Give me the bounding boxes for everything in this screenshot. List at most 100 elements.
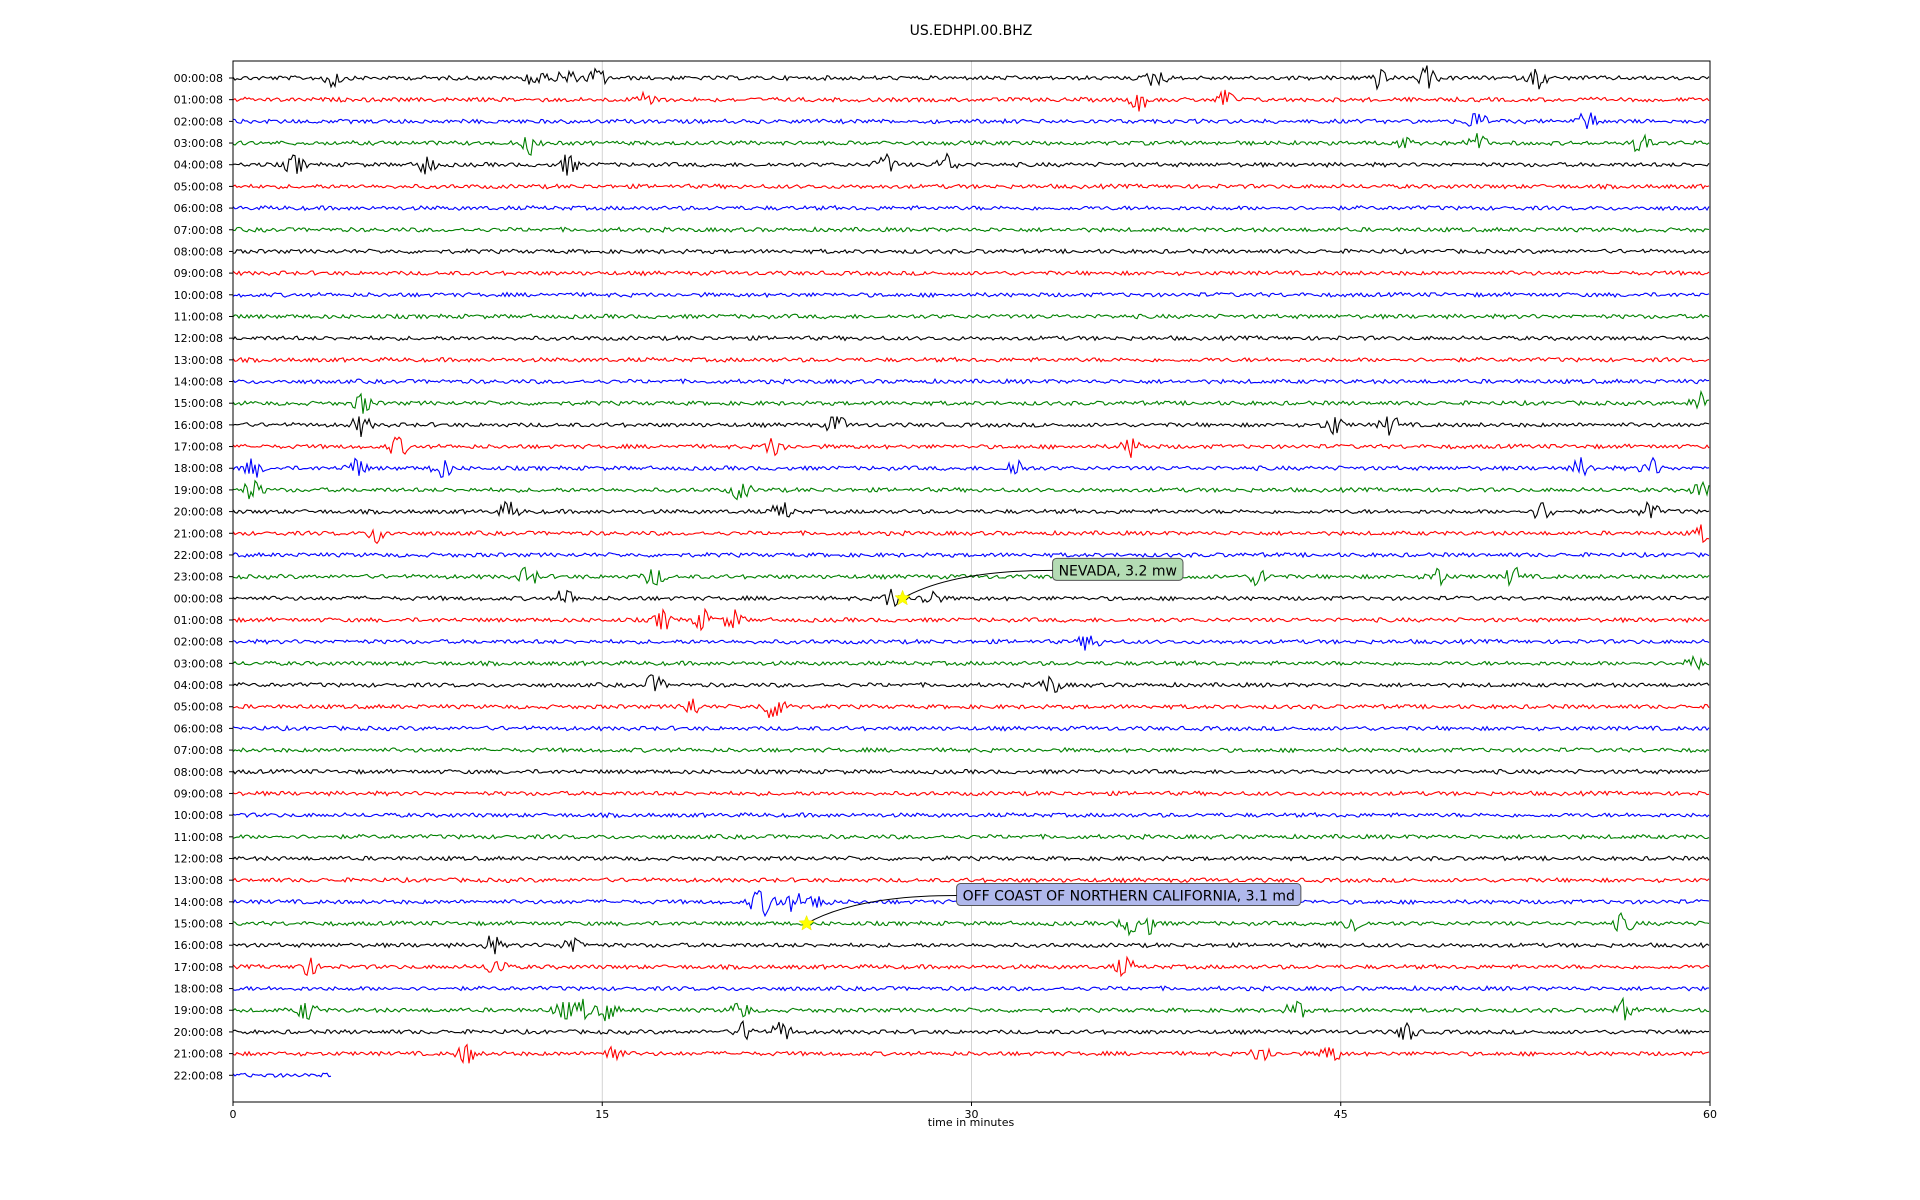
row-label: 23:00:08 [174,571,223,584]
row-label: 11:00:08 [174,831,223,844]
row-label: 18:00:08 [174,462,223,475]
trace-40 [232,911,1710,937]
row-label: 07:00:08 [174,744,223,757]
trace-41 [232,935,1710,955]
trace-38 [232,876,1710,884]
row-label: 13:00:08 [174,354,223,367]
trace-11 [232,291,1710,299]
row-label: 01:00:08 [174,614,223,627]
trace-6 [232,183,1710,190]
x-tick-label: 0 [230,1108,237,1121]
row-label: 06:00:08 [174,722,223,735]
row-label: 08:00:08 [174,766,223,779]
row-label: 00:00:08 [174,592,223,605]
row-label: 10:00:08 [174,809,223,822]
trace-23 [232,551,1710,559]
row-label: 10:00:08 [174,289,223,302]
row-label: 22:00:08 [174,1069,223,1082]
row-label: 03:00:08 [174,137,223,150]
trace-45 [232,1019,1710,1041]
trace-32 [232,746,1710,754]
trace-36 [232,833,1710,840]
row-label: 12:00:08 [174,332,223,345]
row-label: 16:00:08 [174,939,223,952]
trace-13 [232,334,1710,342]
row-label: 08:00:08 [174,245,223,258]
trace-14 [232,356,1710,364]
trace-25 [232,588,1710,608]
trace-31 [232,724,1710,732]
event-star-marker [798,914,815,931]
row-label: 19:00:08 [174,484,223,497]
trace-21 [232,500,1710,520]
trace-8 [232,226,1710,233]
trace-42 [232,955,1710,978]
x-tick-label: 15 [595,1108,609,1121]
row-label: 15:00:08 [174,918,223,931]
annotations: NEVADA, 3.2 mw OFF COAST OF NORTHERN CALI… [798,557,1302,931]
annotation-label: NEVADA, 3.2 mw [1059,563,1177,579]
row-label: 16:00:08 [174,419,223,432]
annotation-box [956,883,1302,907]
x-tick-label: 60 [1703,1108,1717,1121]
trace-24 [232,566,1710,587]
trace-17 [232,416,1710,437]
row-label: 11:00:08 [174,310,223,323]
row-label: 22:00:08 [174,549,223,562]
row-label: 14:00:08 [174,896,223,909]
annotation-label: OFF COAST OF NORTHERN CALIFORNIA, 3.1 md [963,889,1295,905]
row-label: 09:00:08 [174,787,223,800]
row-label: 19:00:08 [174,1004,223,1017]
trace-4 [232,133,1710,156]
trace-28 [232,654,1710,671]
row-label: 20:00:08 [174,1026,223,1039]
row-label: 05:00:08 [174,701,223,714]
row-label: 02:00:08 [174,636,223,649]
trace-27 [232,635,1710,651]
row-label: 02:00:08 [174,115,223,128]
row-label: 21:00:08 [174,527,223,540]
trace-30 [232,698,1710,719]
row-label: 01:00:08 [174,94,223,107]
trace-15 [232,378,1710,385]
trace-16 [232,389,1710,414]
event-star-marker [894,589,911,606]
trace-3 [232,112,1710,129]
trace-12 [232,313,1710,320]
trace-layer [232,65,1710,1078]
annotation-box [1052,557,1184,581]
row-label: 14:00:08 [174,376,223,389]
trace-44 [232,996,1710,1022]
trace-9 [232,247,1710,255]
row-label: 05:00:08 [174,180,223,193]
trace-43 [232,985,1710,992]
trace-47 [232,1072,332,1078]
trace-33 [232,768,1710,775]
row-label: 21:00:08 [174,1048,223,1061]
row-label: 18:00:08 [174,983,223,996]
trace-20 [232,479,1710,501]
trace-2 [232,89,1710,112]
trace-18 [232,436,1710,458]
trace-29 [232,674,1710,693]
x-axis: 0 15 30 45 60 [230,1102,1717,1121]
row-label: 17:00:08 [174,961,223,974]
chart-title: US.EDHPI.00.BHZ [910,23,1033,39]
row-label: 12:00:08 [174,852,223,865]
row-label: 00:00:08 [174,72,223,85]
x-tick-label: 45 [1334,1108,1348,1121]
trace-35 [232,811,1710,819]
trace-1 [232,65,1710,91]
row-labels: 00:00:08 01:00:08 02:00:08 03:00:08 04:00:08… [174,72,233,1082]
trace-22 [232,524,1710,545]
trace-7 [232,204,1710,212]
row-label: 07:00:08 [174,224,223,237]
trace-5 [232,152,1710,176]
row-label: 13:00:08 [174,874,223,887]
trace-34 [232,790,1710,797]
trace-46 [232,1043,1710,1064]
x-axis-label: time in minutes [928,1116,1015,1129]
annotation-connector [902,569,1053,599]
trace-37 [232,855,1710,862]
row-label: 06:00:08 [174,202,223,215]
